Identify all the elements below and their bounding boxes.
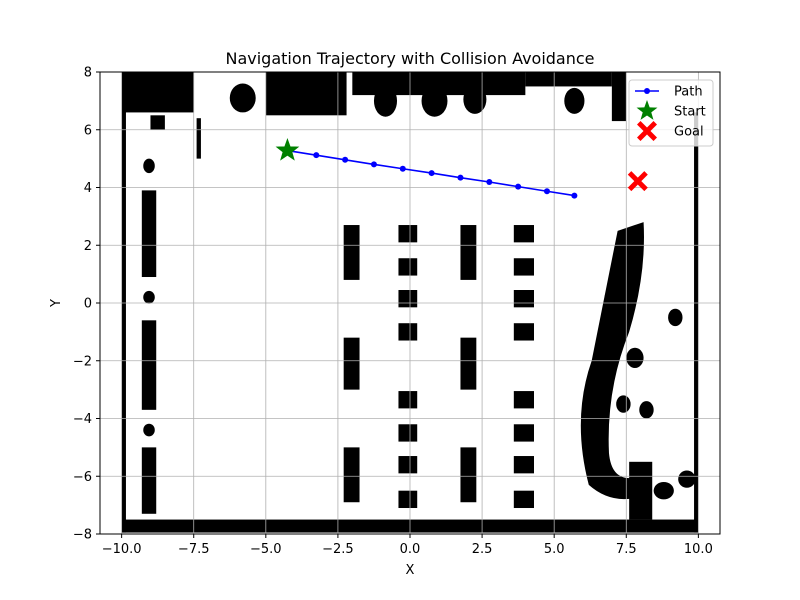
map-round-obstacle <box>653 482 674 500</box>
map-wall-left <box>121 72 126 533</box>
x-tick-label: 10.0 <box>684 542 713 557</box>
path-point <box>571 192 578 199</box>
map-small-box <box>513 490 534 509</box>
map-round-obstacle <box>373 84 398 117</box>
map-small-box <box>513 290 534 308</box>
x-tick-label: −2.5 <box>322 542 354 557</box>
series-layer <box>275 138 648 199</box>
x-tick-label: −7.5 <box>178 542 210 557</box>
map-small-box <box>398 424 418 442</box>
y-axis-label: Y <box>49 299 64 308</box>
map-wall-right <box>694 112 699 533</box>
x-axis-label: X <box>406 563 415 578</box>
map-small-box <box>513 456 534 474</box>
map-top-strip <box>525 72 612 87</box>
y-tick-label: 8 <box>84 66 92 81</box>
plot-area <box>99 71 721 535</box>
y-tick-label: −2 <box>73 354 92 369</box>
legend: Path Start Goal <box>628 79 714 147</box>
map-small-box <box>398 490 418 509</box>
y-axis-ticks: −8 −6 −4 −2 0 2 4 6 8 <box>73 66 100 543</box>
start-marker <box>275 138 300 161</box>
x-tick-label: −5.0 <box>250 542 282 557</box>
path-point <box>313 152 320 159</box>
map-top-block <box>265 72 347 116</box>
map-obstacle <box>150 115 165 130</box>
map-top-post <box>611 72 627 122</box>
map-round-obstacle <box>564 87 585 114</box>
legend-label-path: Path <box>674 85 703 100</box>
y-tick-label: 2 <box>84 239 92 254</box>
map-small-box <box>513 391 534 409</box>
legend-label-goal: Goal <box>674 125 704 140</box>
map-rack <box>343 337 360 390</box>
map-small-box <box>513 424 534 442</box>
legend-start-marker <box>636 100 658 120</box>
path-point <box>543 188 550 195</box>
y-tick-label: −4 <box>73 412 92 427</box>
path-point <box>515 183 522 190</box>
map-round-obstacle <box>143 158 155 174</box>
path-point <box>428 170 435 177</box>
map-round-obstacle <box>463 84 487 114</box>
map-rack <box>460 225 477 280</box>
map-top-block <box>124 72 194 113</box>
map-small-box <box>513 323 534 341</box>
map-small-box <box>398 258 418 276</box>
map-small-box <box>398 323 418 341</box>
map-round-obstacle <box>421 84 448 117</box>
map-round-obstacle <box>626 347 644 368</box>
x-tick-label: 2.5 <box>472 542 493 557</box>
y-tick-label: 6 <box>84 123 92 138</box>
map-left-shelf <box>141 320 157 410</box>
path-point <box>457 174 464 181</box>
map-round-obstacle <box>678 470 696 488</box>
map-small-box <box>398 290 418 308</box>
goal-marker <box>627 171 648 192</box>
y-tick-label: −6 <box>73 470 92 485</box>
x-tick-label: 0.0 <box>400 542 421 557</box>
map-round-obstacle <box>616 395 631 413</box>
legend-label-start: Start <box>674 105 706 120</box>
path-point <box>399 165 406 172</box>
map-small-box <box>398 391 418 409</box>
map-small-box <box>398 225 418 243</box>
map-rack <box>460 447 477 503</box>
map-obstacle <box>629 461 653 520</box>
map-round-obstacle <box>668 308 683 327</box>
map-rack <box>343 225 360 280</box>
path-point <box>370 161 377 168</box>
x-tick-label: 7.5 <box>616 542 637 557</box>
path-point <box>342 156 349 163</box>
map-small-box <box>513 258 534 276</box>
y-tick-label: 4 <box>84 181 92 196</box>
map-round-obstacle <box>143 290 155 304</box>
map-rack <box>343 447 360 503</box>
y-tick-label: 0 <box>84 297 92 312</box>
y-tick-label: −8 <box>73 528 92 543</box>
x-tick-label: −10.0 <box>102 542 142 557</box>
map-round-obstacle <box>143 423 155 437</box>
x-tick-label: 5.0 <box>544 542 565 557</box>
map-round-obstacle <box>604 291 617 303</box>
legend-path-marker <box>644 88 650 94</box>
map-round-obstacle <box>229 83 256 113</box>
map-left-shelf <box>141 447 157 514</box>
map-rack <box>460 337 477 390</box>
map-round-obstacle <box>639 401 654 419</box>
map-small-box <box>398 456 418 474</box>
path-point <box>486 179 493 186</box>
map-thin-post <box>196 118 201 159</box>
legend-goal-marker <box>637 121 657 141</box>
map-left-shelf <box>141 190 157 278</box>
x-axis-ticks: −10.0 −7.5 −5.0 −2.5 0.0 2.5 5.0 7.5 10.0 <box>102 534 713 557</box>
map-small-box <box>513 225 534 243</box>
chart-title: Navigation Trajectory with Collision Avo… <box>225 49 594 68</box>
